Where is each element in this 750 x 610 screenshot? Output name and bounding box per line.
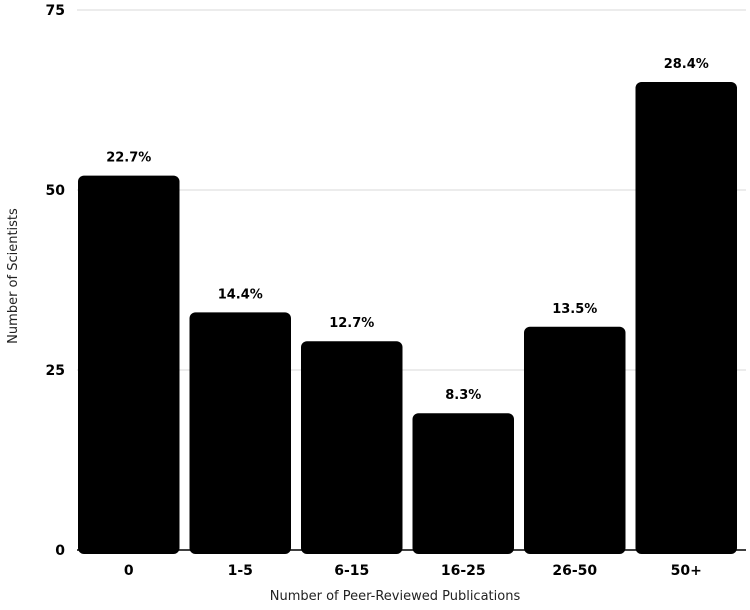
y-tick-label: 50 (46, 183, 66, 199)
y-axis-title: Number of Scientists (6, 208, 21, 344)
bar-data-label: 22.7% (106, 151, 151, 166)
bar-data-label: 14.4% (218, 287, 263, 302)
bar-data-label: 8.3% (445, 388, 481, 403)
bar (412, 413, 514, 554)
y-tick-label: 0 (55, 543, 65, 559)
bar (635, 82, 737, 554)
y-tick-label: 25 (46, 363, 65, 379)
x-tick-label: 6-15 (334, 563, 369, 579)
bar (301, 341, 403, 554)
bars (78, 82, 737, 554)
x-tick-label: 26-50 (552, 563, 597, 579)
bar-data-label: 28.4% (664, 57, 709, 72)
y-tick-label: 75 (46, 3, 65, 19)
x-axis-ticks: 0 1-5 6-15 16-25 26-50 50+ (124, 563, 702, 579)
y-axis-ticks: 0 25 50 75 (46, 3, 66, 559)
x-tick-label: 1-5 (228, 563, 253, 579)
x-tick-label: 0 (124, 563, 134, 579)
data-labels: 22.7% 14.4% 12.7% 8.3% 13.5% 28.4% (106, 57, 709, 403)
x-tick-label: 50+ (671, 563, 702, 579)
bar-data-label: 12.7% (329, 316, 374, 331)
bar (524, 326, 626, 554)
bar (78, 175, 180, 554)
gridlines (77, 9, 746, 551)
bar (189, 312, 291, 554)
x-tick-label: 16-25 (441, 563, 486, 579)
x-axis-title: Number of Peer-Reviewed Publications (270, 589, 521, 604)
bar-data-label: 13.5% (552, 302, 597, 317)
